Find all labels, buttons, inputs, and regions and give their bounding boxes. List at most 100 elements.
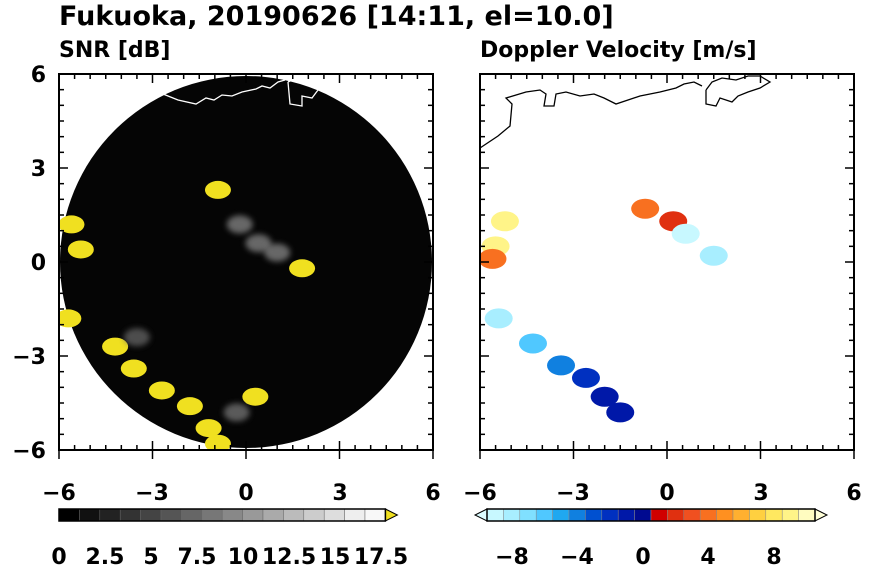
doppler-echo-cell [606, 402, 635, 423]
doppler-echo-cell [547, 355, 576, 376]
figure-title: Fukuoka, 20190626 [14:11, el=10.0] [59, 1, 614, 32]
doppler-x-tick-label: −3 [556, 481, 590, 506]
doppler-colorbar-frame [486, 508, 816, 522]
doppler-echo-cell [631, 198, 660, 219]
doppler-echo-cell [671, 223, 700, 244]
snr-colorbar-label: 5 [143, 545, 158, 570]
snr-echo-cell [59, 215, 85, 234]
snr-echo-cell [242, 387, 269, 406]
doppler-echo-cell [590, 386, 619, 407]
doppler-echo-layer [480, 198, 728, 423]
snr-echo-cell [67, 240, 94, 259]
snr-colorbar-label: 17.5 [354, 545, 408, 570]
snr-colorbar-extend-arrow [384, 508, 399, 522]
doppler-x-tick-labels: −6 −3 0 3 6 [463, 481, 862, 506]
doppler-coastline [480, 75, 772, 149]
snr-echo-layer [59, 180, 316, 450]
doppler-colorbar [473, 508, 829, 522]
doppler-echo-cell [699, 245, 728, 266]
doppler-colorbar-segment [798, 508, 816, 522]
snr-range-circle [60, 76, 432, 448]
snr-panel: −6 −3 0 3 6 6 3 0 −3 −6 0 2.5 5 7.5 10 1… [12, 63, 440, 570]
doppler-colorbar-segment [601, 508, 619, 522]
snr-colorbar [58, 508, 399, 522]
snr-colorbar-segment [303, 508, 325, 522]
snr-x-tick-labels: −6 −3 0 3 6 [42, 481, 441, 506]
doppler-echo-cell [571, 367, 600, 388]
snr-echo-cell [123, 328, 150, 347]
snr-echo-cell [226, 215, 253, 234]
snr-coastline [162, 77, 326, 107]
snr-colorbar-segment [160, 508, 182, 522]
snr-echo-cell [204, 180, 231, 199]
doppler-x-tick-label: 0 [659, 481, 674, 506]
snr-echo-cell [245, 234, 272, 253]
snr-colorbar-segment [242, 508, 264, 522]
snr-echo-cell [176, 397, 203, 416]
snr-y-tick-labels: 6 3 0 −3 −6 [12, 63, 46, 464]
snr-y-tick-label: −6 [12, 439, 46, 464]
snr-colorbar-label: 7.5 [178, 545, 217, 570]
doppler-echo-cell [484, 308, 513, 329]
snr-x-tick-label: 0 [238, 481, 253, 506]
snr-colorbar-label: 0 [51, 545, 66, 570]
doppler-colorbar-segment [585, 508, 603, 522]
snr-axis-ticks [58, 73, 434, 459]
snr-echo-cell [195, 419, 222, 438]
doppler-colorbar-segment [486, 508, 504, 522]
doppler-colorbar-labels: −8 −4 0 4 8 [495, 545, 782, 570]
snr-colorbar-label: 10 [228, 545, 259, 570]
doppler-colorbar-segment [683, 508, 701, 522]
doppler-colorbar-segment [503, 508, 521, 522]
snr-echo-cell [120, 359, 147, 378]
doppler-x-tick-label: 3 [753, 481, 768, 506]
doppler-axis-ticks [479, 73, 855, 459]
doppler-colorbar-segment [634, 508, 652, 522]
doppler-colorbar-label: 8 [766, 545, 781, 570]
doppler-colorbar-label: −4 [560, 545, 594, 570]
snr-x-tick-label: 3 [332, 481, 347, 506]
doppler-colorbar-label: 4 [700, 545, 715, 570]
doppler-colorbar-segment [535, 508, 553, 522]
doppler-colorbar-label: −8 [495, 545, 529, 570]
snr-colorbar-segment [58, 508, 80, 522]
doppler-echo-cell [480, 248, 507, 269]
snr-y-tick-label: −3 [12, 345, 46, 370]
snr-x-tick-label: −6 [42, 481, 76, 506]
doppler-x-tick-label: 6 [846, 481, 861, 506]
doppler-echo-cell [518, 333, 547, 354]
snr-echo-cell [102, 337, 129, 356]
snr-echo-cell [59, 309, 82, 328]
doppler-panel-title: Doppler Velocity [m/s] [480, 38, 757, 63]
doppler-x-tick-label: −6 [463, 481, 497, 506]
snr-colorbar-segment [323, 508, 345, 522]
doppler-colorbar-extend-high [814, 508, 829, 522]
doppler-panel: −6 −3 0 3 6 −8 −4 0 4 8 [463, 73, 862, 570]
snr-echo-cell [264, 243, 291, 262]
doppler-colorbar-segment [568, 508, 586, 522]
doppler-colorbar-extend-low [473, 508, 488, 522]
snr-colorbar-label: 15 [320, 545, 351, 570]
snr-colorbar-segment [262, 508, 284, 522]
snr-colorbar-segment [140, 508, 162, 522]
doppler-colorbar-segment [749, 508, 767, 522]
snr-colorbar-segment [221, 508, 243, 522]
snr-y-tick-label: 0 [31, 251, 46, 276]
snr-colorbar-segment [283, 508, 305, 522]
snr-y-tick-label: 6 [31, 63, 46, 88]
snr-colorbar-labels: 0 2.5 5 7.5 10 12.5 15 17.5 [51, 545, 408, 570]
snr-echo-cell [204, 434, 231, 450]
snr-colorbar-label: 12.5 [262, 545, 316, 570]
doppler-colorbar-segment [650, 508, 668, 522]
doppler-colorbar-segment [716, 508, 734, 522]
doppler-colorbar-segment [732, 508, 750, 522]
snr-colorbar-frame [58, 508, 387, 522]
snr-colorbar-segment [364, 508, 386, 522]
doppler-echo-cell [490, 211, 519, 232]
doppler-colorbar-segment [617, 508, 635, 522]
snr-colorbar-segment [181, 508, 203, 522]
doppler-colorbar-segment [552, 508, 570, 522]
snr-echo-cell [289, 259, 316, 278]
snr-colorbar-segment [201, 508, 223, 522]
